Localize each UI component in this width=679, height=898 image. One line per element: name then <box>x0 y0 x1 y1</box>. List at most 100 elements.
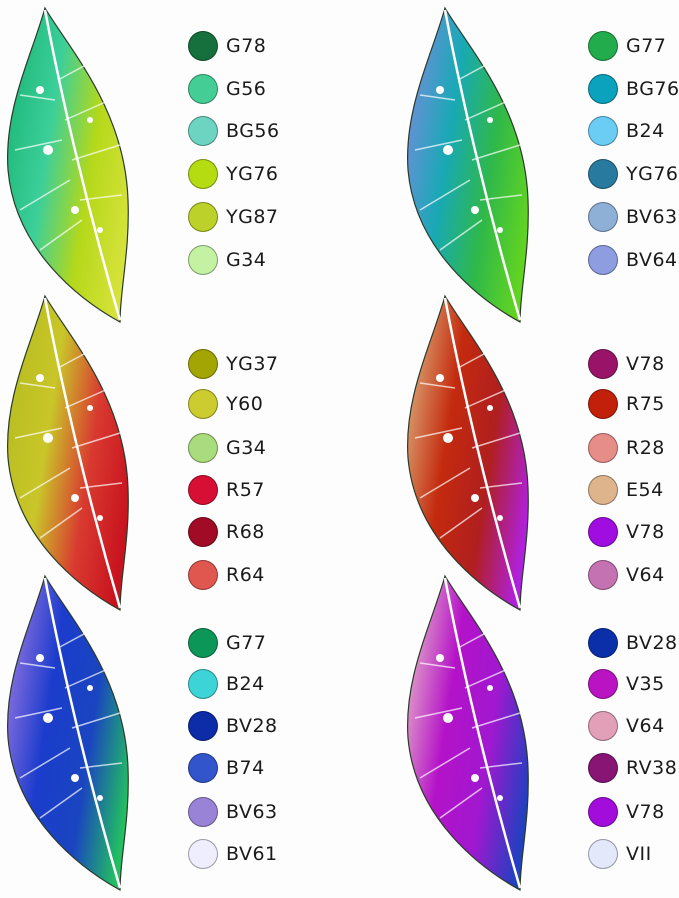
swatch-code: V35 <box>626 673 665 695</box>
color-swatch: BV61 <box>188 838 278 870</box>
leaf-illustration <box>406 294 529 612</box>
swatch-code: BV61 <box>226 843 278 865</box>
swatch-dot <box>588 711 618 741</box>
swatch-code: V78 <box>626 353 665 375</box>
color-swatch: G77 <box>588 30 666 62</box>
color-swatch: R64 <box>188 559 265 591</box>
swatch-code: G34 <box>226 249 267 271</box>
swatch-dot <box>188 475 218 505</box>
swatch-dot <box>588 31 618 61</box>
swatch-code: YG37 <box>226 353 279 375</box>
color-swatch: G77 <box>188 627 266 659</box>
leaf-panel: G77 B24 BV28 B74 BV63 BV61 <box>0 568 300 892</box>
swatch-code: R68 <box>226 521 265 543</box>
swatch-dot <box>588 74 618 104</box>
swatch-code: V78 <box>626 521 665 543</box>
swatch-code: V78 <box>626 801 665 823</box>
swatch-code: BV28 <box>626 632 678 654</box>
swatch-dot <box>188 560 218 590</box>
swatch-code: VII <box>626 843 652 865</box>
leaf-panel: G77 BG76 B24 YG76 BV63 BV64 <box>400 0 679 324</box>
swatch-code: G56 <box>226 78 267 100</box>
swatch-code: BG76 <box>626 78 679 100</box>
swatch-dot <box>588 560 618 590</box>
color-swatch: BV64 <box>588 244 678 276</box>
swatch-dot <box>588 245 618 275</box>
swatch-dot <box>588 797 618 827</box>
swatch-dot <box>588 116 618 146</box>
swatch-dot <box>188 711 218 741</box>
color-swatch: G34 <box>188 432 266 464</box>
color-swatch: G56 <box>188 73 266 105</box>
swatch-code: YG76 <box>226 163 279 185</box>
swatch-code: G77 <box>226 632 267 654</box>
color-swatch: V78 <box>588 348 665 380</box>
leaf-illustration <box>406 6 529 324</box>
swatch-code: B24 <box>626 120 665 142</box>
color-swatch: V64 <box>588 710 665 742</box>
swatch-dot <box>588 389 618 419</box>
color-swatch: B24 <box>188 668 265 700</box>
swatch-dot <box>188 74 218 104</box>
color-swatch: YG37 <box>188 348 279 380</box>
color-swatch: R28 <box>588 432 665 464</box>
color-swatch: B24 <box>588 115 665 147</box>
color-swatch: BG76 <box>588 73 679 105</box>
color-swatch: R57 <box>188 474 265 506</box>
swatch-code: E54 <box>626 479 664 501</box>
leaf-illustration <box>6 574 129 892</box>
color-swatch: BV63 <box>588 201 678 233</box>
swatch-dot <box>188 628 218 658</box>
color-swatch: E54 <box>588 474 664 506</box>
leaf-panel: BV28 V35 V64 RV38 V78 VII <box>400 568 679 892</box>
swatch-dot <box>588 433 618 463</box>
swatch-code: BV63 <box>626 206 678 228</box>
color-swatch: RV38 <box>588 752 677 784</box>
swatch-dot <box>188 753 218 783</box>
swatch-dot <box>188 116 218 146</box>
color-swatch: BV28 <box>188 710 278 742</box>
swatch-dot <box>188 159 218 189</box>
swatch-code: B24 <box>226 673 265 695</box>
swatch-dot <box>588 628 618 658</box>
swatch-code: YG76 <box>626 163 679 185</box>
swatch-code: V64 <box>626 715 665 737</box>
swatch-dot <box>188 245 218 275</box>
leaf-panel: V78 R75 R28 E54 V78 V64 <box>400 288 679 612</box>
swatch-code: BV28 <box>226 715 278 737</box>
swatch-code: R28 <box>626 437 665 459</box>
swatch-dot <box>188 389 218 419</box>
color-swatch: G78 <box>188 30 266 62</box>
color-swatch: YG76 <box>188 158 279 190</box>
leaf-panel: G78 G56 BG56 YG76 YG87 G34 <box>0 0 300 324</box>
color-swatch: B74 <box>188 752 265 784</box>
swatch-dot <box>188 669 218 699</box>
swatch-dot <box>188 517 218 547</box>
swatch-code: V64 <box>626 564 665 586</box>
swatch-code: B74 <box>226 757 265 779</box>
swatch-code: G77 <box>626 35 667 57</box>
swatch-code: R75 <box>626 393 665 415</box>
swatch-code: BG56 <box>226 120 280 142</box>
color-swatch: BV63 <box>188 796 278 828</box>
color-swatch: YG87 <box>188 201 279 233</box>
swatch-code: R64 <box>226 564 265 586</box>
swatch-code: RV38 <box>626 757 678 779</box>
color-swatch: R68 <box>188 516 265 548</box>
swatch-dot <box>188 797 218 827</box>
swatch-dot <box>588 349 618 379</box>
color-swatch: R75 <box>588 388 665 420</box>
color-swatch: V64 <box>588 559 665 591</box>
swatch-dot <box>588 475 618 505</box>
color-swatch: V35 <box>588 668 665 700</box>
color-swatch: VII <box>588 838 652 870</box>
color-swatch: Y60 <box>188 388 263 420</box>
color-swatch: BG56 <box>188 115 280 147</box>
swatch-dot <box>588 753 618 783</box>
color-swatch: BV28 <box>588 627 678 659</box>
swatch-dot <box>188 349 218 379</box>
color-swatch: V78 <box>588 796 665 828</box>
swatch-code: R57 <box>226 479 265 501</box>
color-swatch: YG76 <box>588 158 679 190</box>
leaf-illustration <box>406 574 529 892</box>
